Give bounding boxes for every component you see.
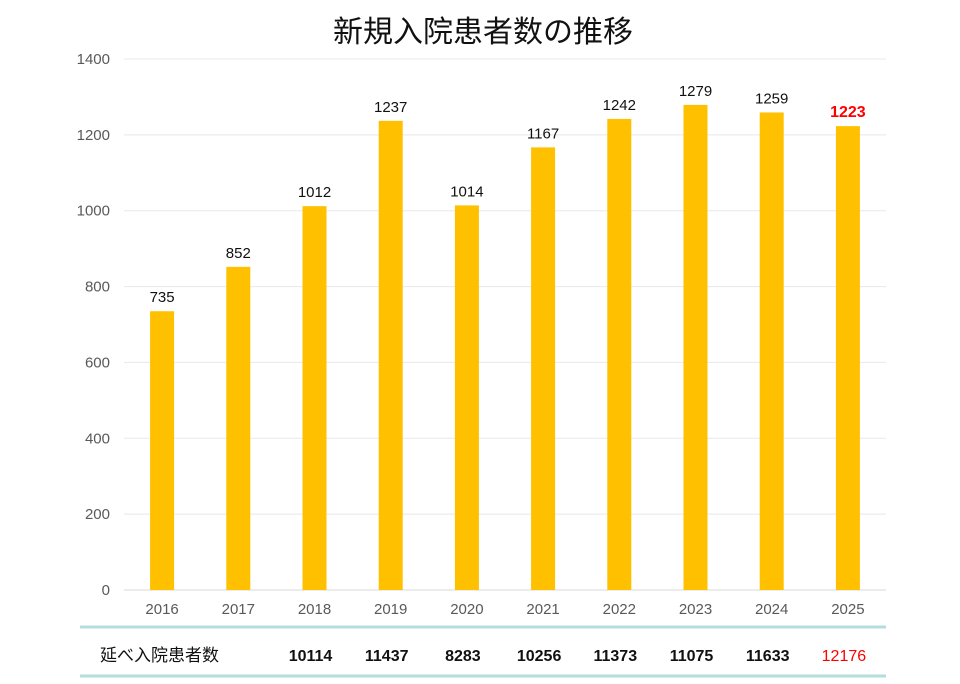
bar-2023 bbox=[683, 104, 708, 591]
table-cell: 11437 bbox=[365, 648, 409, 665]
x-tick-label: 2025 bbox=[831, 601, 864, 618]
data-label: 852 bbox=[226, 245, 251, 262]
x-tick-label: 2024 bbox=[755, 601, 788, 618]
y-tick-label: 800 bbox=[85, 279, 110, 296]
chart-title: 新規入院患者数の推移 bbox=[333, 15, 633, 50]
table-cell: 11075 bbox=[670, 648, 714, 665]
x-tick-label: 2019 bbox=[374, 601, 407, 618]
bar-2017 bbox=[226, 266, 251, 590]
data-label: 1259 bbox=[755, 90, 788, 107]
data-label: 735 bbox=[150, 289, 175, 306]
table-cell: 8283 bbox=[445, 648, 481, 665]
x-tick-label: 2022 bbox=[603, 601, 636, 618]
table-cell: 11373 bbox=[593, 648, 637, 665]
x-tick-label: 2020 bbox=[450, 601, 483, 618]
x-tick-label: 2023 bbox=[679, 601, 712, 618]
bar-2024 bbox=[759, 112, 784, 591]
data-label: 1167 bbox=[527, 125, 559, 142]
data-label: 1012 bbox=[298, 184, 331, 201]
data-label: 1237 bbox=[374, 99, 407, 116]
y-tick-label: 1200 bbox=[77, 127, 110, 144]
y-tick-label: 600 bbox=[85, 354, 110, 371]
data-label: 1223 bbox=[830, 104, 866, 121]
x-tick-label: 2018 bbox=[298, 601, 331, 618]
table-row-label: 延べ入院患者数 bbox=[100, 646, 219, 666]
data-label: 1014 bbox=[450, 183, 483, 200]
data-label: 1279 bbox=[679, 83, 712, 100]
table-cell: 12176 bbox=[822, 648, 867, 665]
table-cell: 10114 bbox=[289, 648, 333, 665]
bar-2020 bbox=[454, 205, 479, 590]
y-tick-label: 1400 bbox=[77, 51, 110, 68]
y-tick-label: 200 bbox=[85, 506, 110, 523]
bar-2018 bbox=[302, 206, 327, 591]
x-tick-label: 2021 bbox=[526, 601, 559, 618]
y-tick-label: 0 bbox=[102, 582, 110, 599]
table-cell: 10256 bbox=[517, 648, 562, 665]
bar-2016 bbox=[150, 311, 175, 590]
y-tick-label: 1000 bbox=[77, 203, 110, 220]
bar-2022 bbox=[607, 118, 632, 591]
data-label: 1242 bbox=[603, 97, 636, 114]
y-tick-label: 400 bbox=[85, 430, 110, 447]
bar-2025 bbox=[835, 126, 860, 590]
bar-2021 bbox=[531, 147, 556, 590]
x-tick-label: 2016 bbox=[145, 601, 178, 618]
bar-2019 bbox=[378, 120, 403, 590]
x-tick-label: 2017 bbox=[222, 601, 255, 618]
table-cell: 11633 bbox=[746, 648, 790, 665]
